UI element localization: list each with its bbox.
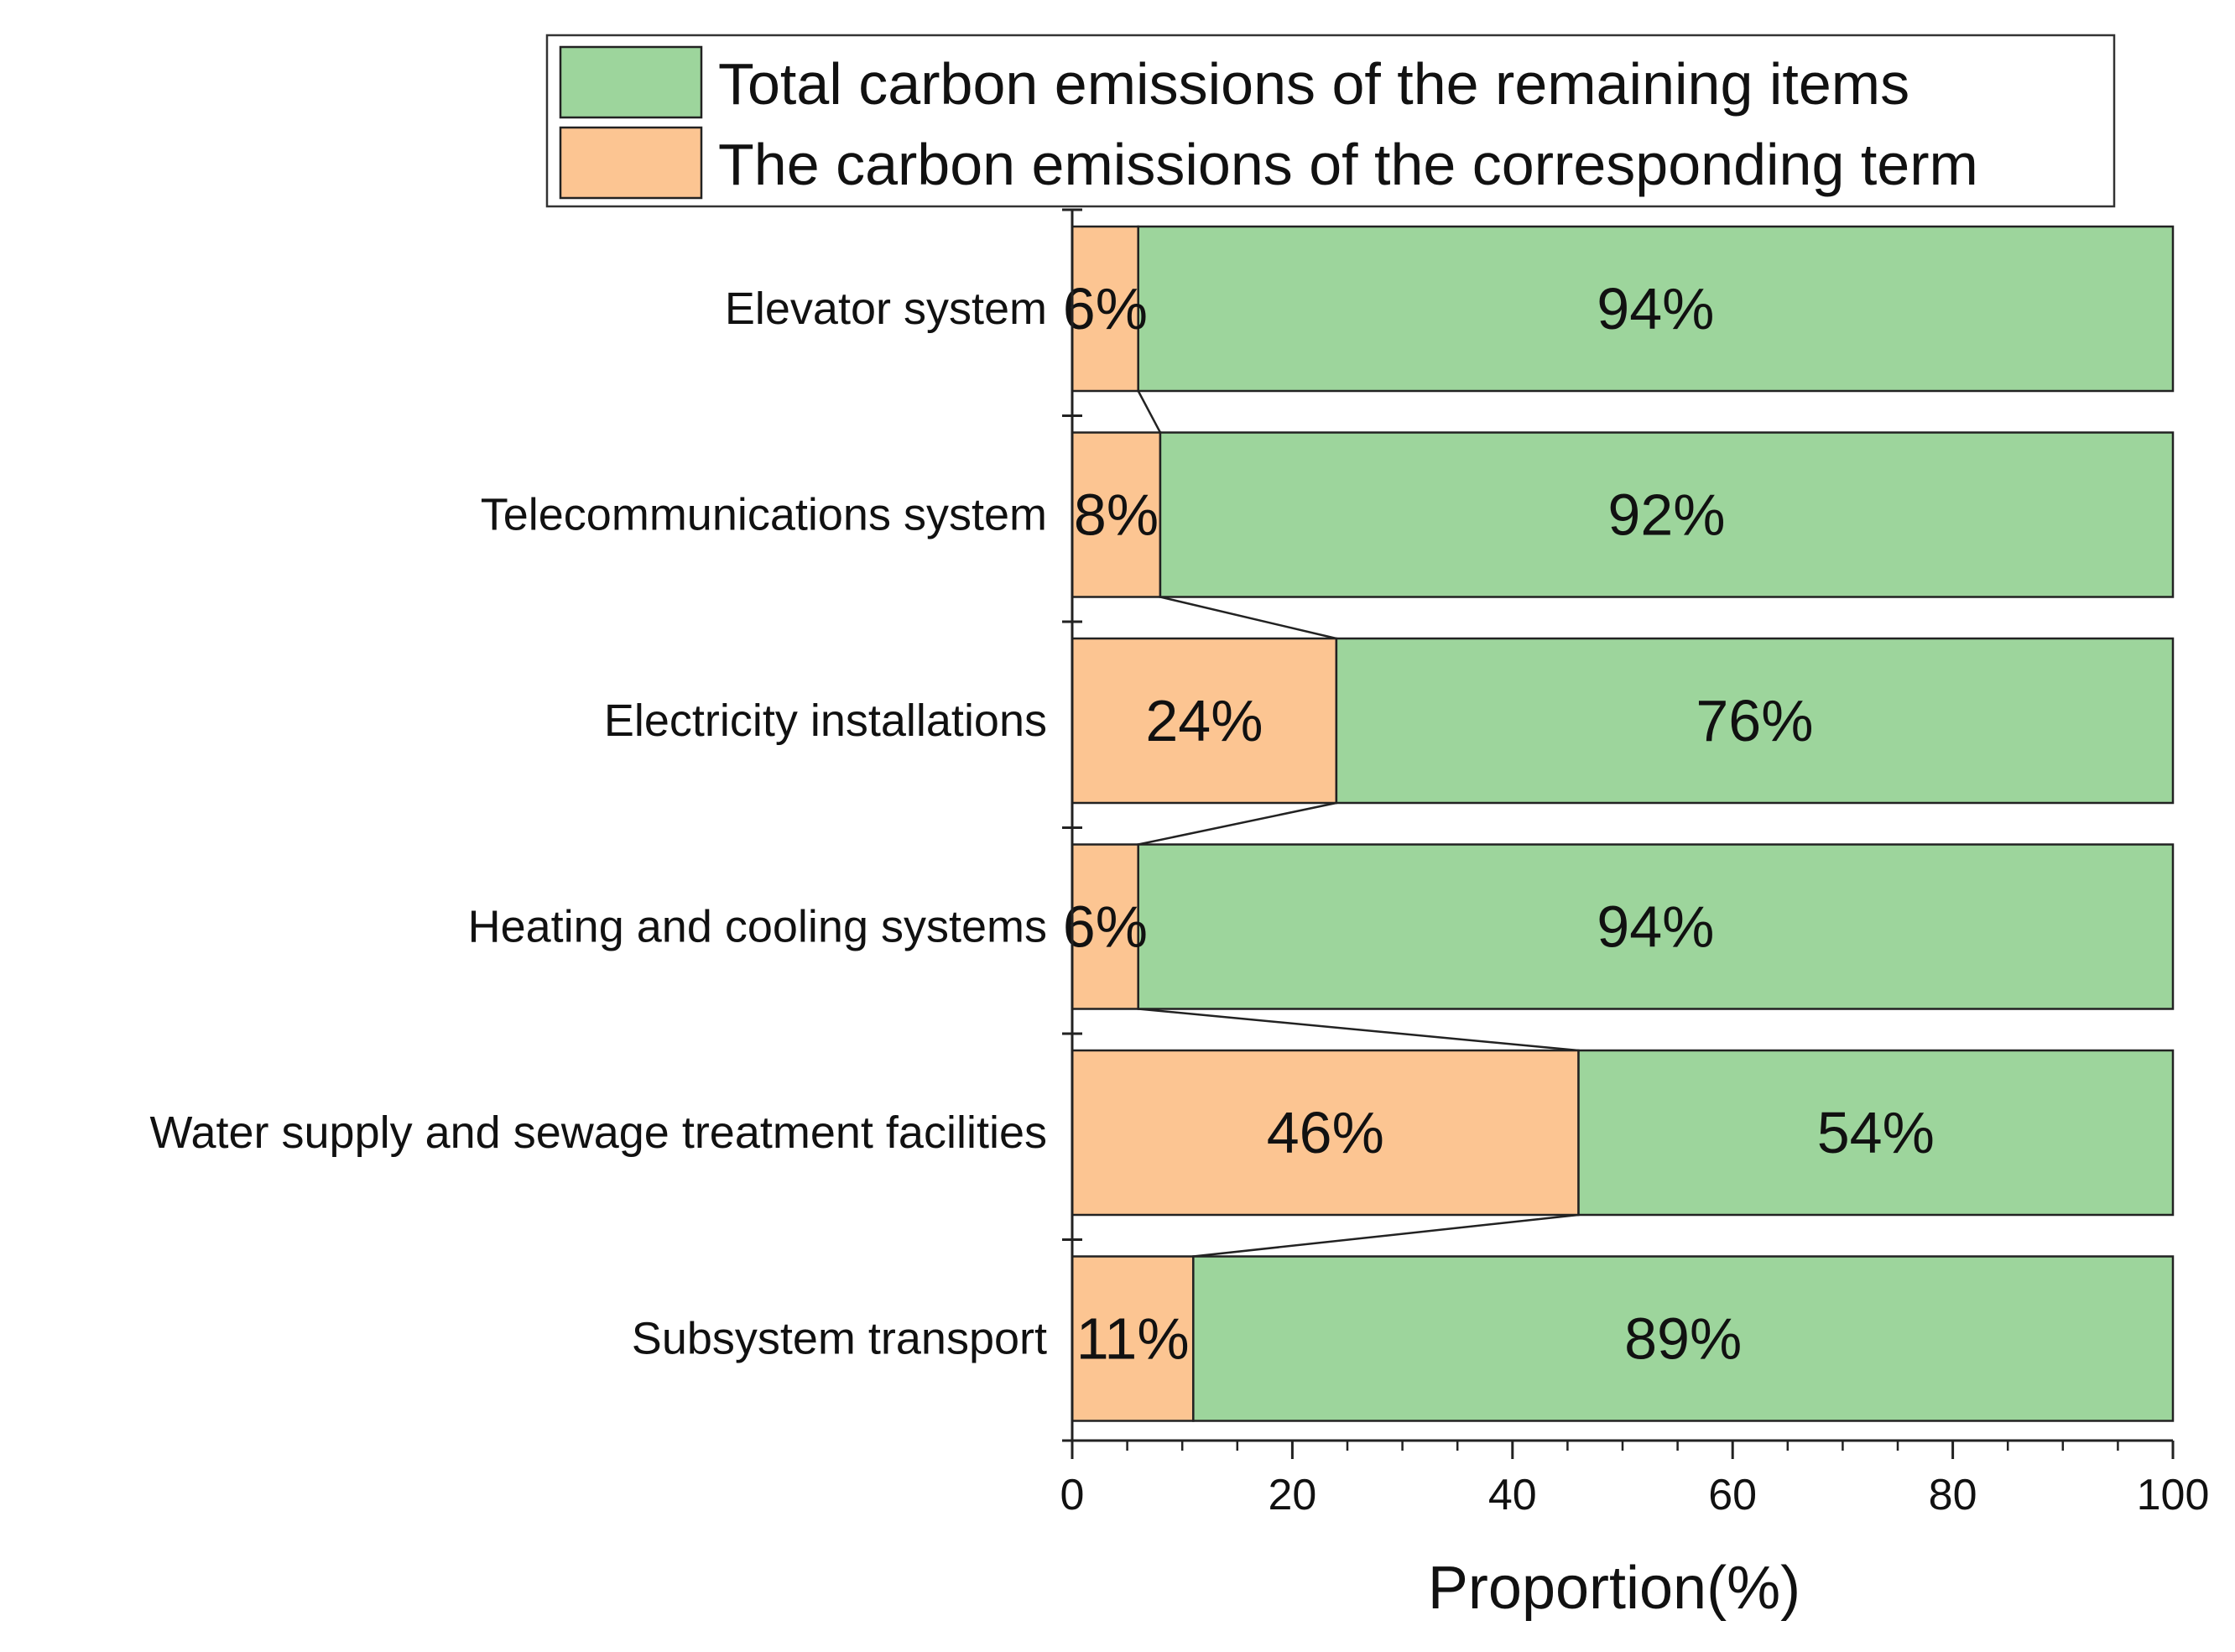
connector-lines [1137, 390, 1579, 1258]
bar-corresponding-term [1071, 843, 1139, 1010]
value-label-remaining: 54% [1817, 1100, 1935, 1165]
connector-line [1138, 801, 1337, 846]
bar-remaining-items [1159, 431, 2175, 598]
category-label: Water supply and sewage treatment facili… [149, 1107, 1047, 1158]
value-label-corresponding: 46% [1267, 1100, 1384, 1165]
legend: Total carbon emissions of the remaining … [545, 34, 2116, 208]
value-label-remaining: 92% [1607, 482, 1725, 548]
x-tick-label: 0 [1060, 1471, 1085, 1519]
bar-remaining-items [1335, 637, 2175, 805]
connector-line [1138, 1008, 1579, 1052]
x-tick-label: 20 [1268, 1471, 1316, 1519]
connector-line [1159, 596, 1337, 640]
bar-remaining-items [1192, 1255, 2175, 1422]
bar-corresponding-term [1071, 431, 1162, 598]
category-label: Subsystem transport [632, 1314, 1047, 1364]
legend-label: Total carbon emissions of the remaining … [718, 51, 1909, 117]
x-axis-title: Proportion(%) [1428, 1555, 1800, 1622]
category-label: Heating and cooling systems [468, 902, 1047, 952]
category-label: Electricity installations [604, 696, 1047, 746]
legend-box [545, 34, 2116, 208]
bar-remaining-items [1137, 843, 2175, 1010]
value-label-corresponding: 11% [1076, 1306, 1190, 1372]
value-label-corresponding: 24% [1145, 688, 1263, 753]
legend-swatch [559, 126, 703, 200]
bar-corresponding-term [1071, 637, 1338, 805]
value-label-corresponding: 6% [1063, 276, 1148, 341]
bar-corresponding-term [1071, 1255, 1195, 1422]
bar-corresponding-term [1071, 225, 1139, 393]
legend-label: The carbon emissions of the correspondin… [718, 132, 1978, 197]
value-label-corresponding: 8% [1074, 482, 1159, 548]
value-labels-group: 6% 94% 8% 92% 24% 76% 6% 94% 46% 54% 11% 89% [1063, 276, 1935, 1372]
bar-corresponding-term [1071, 1049, 1580, 1217]
axes-group: 0 20 40 60 80 100 [1060, 208, 2210, 1519]
category-label: Telecommunications system [481, 490, 1047, 540]
category-label: Elevator system [725, 284, 1047, 334]
legend-swatch [559, 45, 703, 119]
connector-line [1137, 390, 1162, 434]
x-tick-label: 40 [1488, 1471, 1537, 1519]
bar-remaining-items [1137, 225, 2175, 393]
value-label-remaining: 76% [1696, 688, 1813, 753]
value-label-remaining: 94% [1597, 276, 1714, 341]
x-tick-label: 80 [1929, 1471, 1977, 1519]
connector-line [1193, 1213, 1579, 1258]
x-tick-label: 60 [1708, 1471, 1757, 1519]
value-label-remaining: 89% [1624, 1306, 1742, 1372]
value-label-remaining: 94% [1597, 894, 1714, 960]
bars-group [1071, 225, 2175, 1422]
bar-remaining-items [1577, 1049, 2175, 1217]
x-tick-label: 100 [2137, 1471, 2210, 1519]
value-label-corresponding: 6% [1063, 894, 1148, 960]
category-labels-group: Elevator system Telecommunications system… [149, 284, 1047, 1364]
